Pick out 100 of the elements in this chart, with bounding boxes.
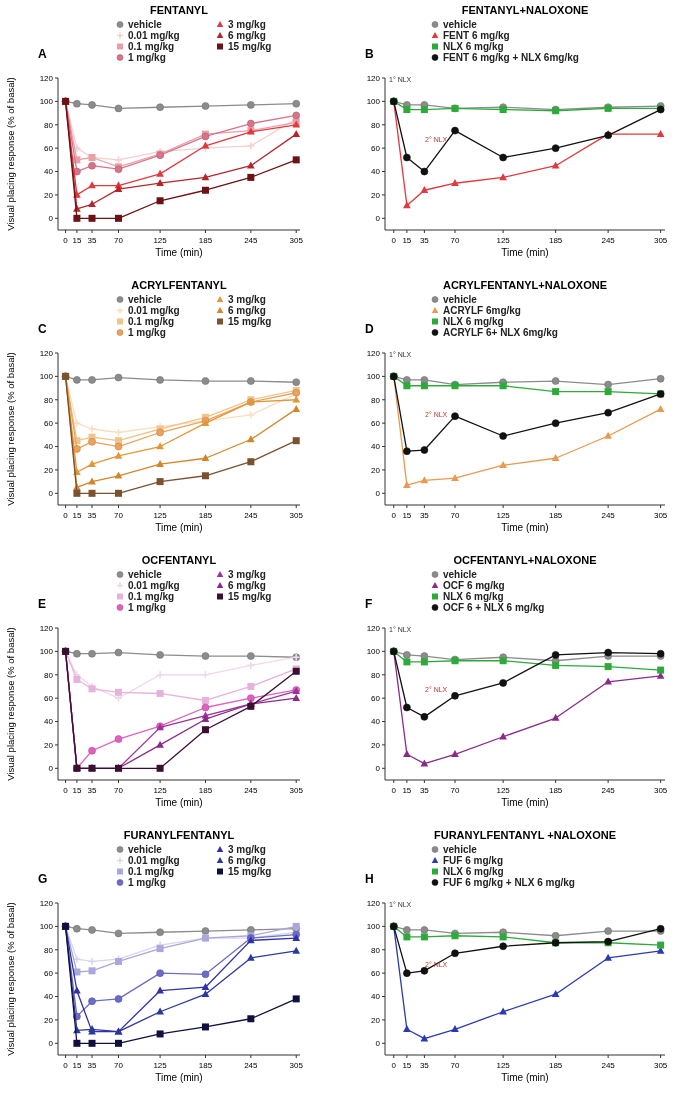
x-tick-label: 35	[87, 786, 98, 795]
y-tick-label: 100	[366, 97, 381, 107]
y-tick-label: 60	[44, 693, 54, 703]
legend-label: NLX 6 mg/kg	[443, 866, 504, 877]
x-tick-label: 245	[601, 236, 616, 245]
x-tick-label: 245	[244, 236, 259, 245]
legend-label: 0.01 mg/kg	[128, 305, 180, 316]
x-tick-label: 125	[496, 236, 511, 245]
y-axis-title: Visual placing response (% of basal)	[5, 352, 16, 506]
y-tick-label: 120	[366, 348, 381, 358]
y-tick-label: 0	[375, 764, 381, 774]
x-tick-label: 70	[114, 786, 124, 795]
x-tick-label: 185	[198, 236, 213, 245]
x-tick-label: 305	[653, 511, 668, 520]
legend-label: FUF 6 mg/kg	[443, 855, 504, 866]
legend-label: FENT 6 mg/kg + NLX 6mg/kg	[443, 52, 579, 63]
y-tick-label: 100	[39, 647, 54, 657]
y-tick-label: 100	[366, 372, 381, 382]
x-tick-label: 0	[63, 786, 69, 795]
y-tick-label: 0	[375, 489, 381, 499]
legend-label: 6 mg/kg	[228, 305, 266, 316]
x-tick-label: 35	[419, 511, 430, 520]
x-tick-label: 15	[72, 511, 82, 520]
chart-title: FENTANYL	[150, 4, 209, 16]
x-tick-label: 185	[548, 236, 563, 245]
y-tick-label: 40	[371, 167, 381, 177]
y-tick-label: 0	[48, 489, 54, 499]
x-tick-label: 245	[601, 1061, 616, 1070]
y-tick-label: 60	[371, 693, 381, 703]
y-tick-label: 100	[39, 922, 54, 932]
chart-subtitle: E	[38, 597, 47, 611]
x-tick-label: 15	[72, 236, 82, 245]
x-tick-label: 245	[601, 786, 616, 795]
y-tick-label: 120	[39, 73, 54, 83]
x-tick-label: 125	[496, 1061, 511, 1070]
x-tick-label: 70	[114, 1061, 124, 1070]
y-tick-label: 80	[371, 120, 381, 130]
y-tick-label: 40	[371, 442, 381, 452]
y-tick-label: 60	[371, 418, 381, 428]
legend-label: 6 mg/kg	[228, 580, 266, 591]
legend-label: 1 mg/kg	[128, 602, 166, 613]
chart-subtitle: B	[365, 47, 374, 61]
x-tick-label: 0	[391, 236, 397, 245]
x-tick-label: 0	[63, 236, 69, 245]
legend-label: 0.1 mg/kg	[128, 41, 175, 52]
y-tick-label: 40	[44, 717, 54, 727]
y-tick-label: 20	[44, 1015, 54, 1025]
legend-label: vehicle	[443, 569, 478, 580]
y-tick-label: 20	[371, 465, 381, 475]
x-tick-label: 15	[402, 786, 412, 795]
y-tick-label: 0	[375, 1039, 381, 1049]
y-tick-label: 20	[44, 740, 54, 750]
legend-label: 0.1 mg/kg	[128, 866, 175, 877]
x-tick-label: 35	[419, 786, 430, 795]
legend-label: 3 mg/kg	[228, 19, 266, 30]
legend-label: vehicle	[128, 19, 163, 30]
legend-label: 3 mg/kg	[228, 569, 266, 580]
legend-label: FUF 6 mg/kg + NLX 6 mg/kg	[443, 877, 575, 888]
y-tick-label: 20	[44, 190, 54, 200]
y-tick-label: 60	[44, 968, 54, 978]
y-tick-label: 0	[375, 214, 381, 224]
legend-label: 15 mg/kg	[228, 866, 272, 877]
x-axis-title: Time (min)	[155, 522, 203, 533]
x-tick-label: 305	[653, 236, 668, 245]
chart-subtitle: A	[38, 47, 47, 61]
x-tick-label: 305	[289, 1061, 304, 1070]
legend-label: vehicle	[128, 294, 163, 305]
x-tick-label: 185	[198, 511, 213, 520]
x-tick-label: 35	[87, 236, 98, 245]
y-tick-label: 60	[44, 143, 54, 153]
y-tick-label: 20	[371, 740, 381, 750]
legend-label: 1 mg/kg	[128, 327, 166, 338]
legend-label: vehicle	[443, 294, 478, 305]
x-tick-label: 70	[114, 236, 124, 245]
y-tick-label: 120	[366, 898, 381, 908]
x-tick-label: 305	[653, 786, 668, 795]
y-tick-label: 120	[39, 898, 54, 908]
legend-label: vehicle	[443, 19, 478, 30]
legend-label: 0.01 mg/kg	[128, 580, 180, 591]
x-axis-title: Time (min)	[501, 797, 549, 808]
y-tick-label: 20	[371, 190, 381, 200]
y-tick-label: 60	[44, 418, 54, 428]
y-tick-label: 20	[44, 465, 54, 475]
y-tick-label: 80	[44, 670, 54, 680]
chart-title: ACRYLFENTANYL+NALOXONE	[442, 279, 608, 291]
y-axis-title: Visual placing response (% of basal)	[5, 77, 16, 231]
y-tick-label: 100	[39, 372, 54, 382]
x-tick-label: 0	[63, 1061, 69, 1070]
legend-label: 3 mg/kg	[228, 294, 266, 305]
y-tick-label: 80	[371, 395, 381, 405]
x-axis-title: Time (min)	[155, 797, 203, 808]
legend-label: ACRYLF 6+ NLX 6mg/kg	[443, 327, 558, 338]
y-axis-title: Visual placing response (% of basal)	[5, 902, 16, 1056]
x-tick-label: 185	[548, 1061, 563, 1070]
x-axis-title: Time (min)	[155, 1072, 203, 1083]
legend-label: NLX 6 mg/kg	[443, 316, 504, 327]
legend-label: 0.01 mg/kg	[128, 30, 180, 41]
chart-subtitle: H	[365, 872, 374, 886]
x-tick-label: 15	[72, 1061, 82, 1070]
x-tick-label: 35	[419, 1061, 430, 1070]
